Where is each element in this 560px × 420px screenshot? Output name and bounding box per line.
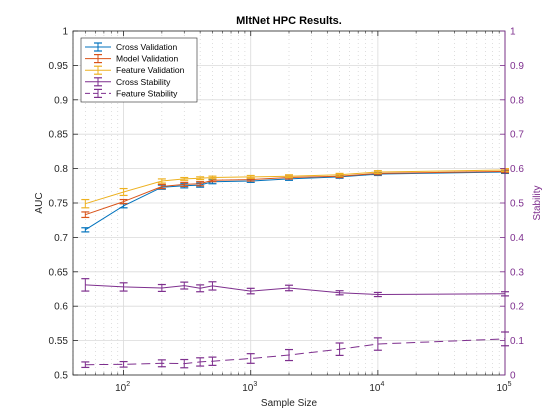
y-left-tick-label: 0.65 xyxy=(49,267,69,278)
y-right-tick-label: 0 xyxy=(510,371,516,382)
error-bar xyxy=(81,227,90,233)
error-bar xyxy=(246,353,255,364)
legend-label: Feature Stability xyxy=(116,88,178,98)
y-right-tick-label: 0.9 xyxy=(510,61,524,72)
error-bar xyxy=(157,183,166,190)
y-left-tick-label: 0.95 xyxy=(49,61,69,72)
error-bar xyxy=(335,342,344,356)
legend-label: Feature Validation xyxy=(116,65,185,75)
error-bar xyxy=(81,278,90,292)
error-bar xyxy=(81,211,90,219)
error-bar xyxy=(81,361,90,369)
legend-item: Feature Validation xyxy=(85,65,185,75)
error-bar xyxy=(373,337,382,351)
y-right-tick-label: 0.4 xyxy=(510,233,524,244)
legend-label: Cross Stability xyxy=(116,77,171,87)
legend-item: Cross Validation xyxy=(85,42,178,52)
y-left-tick-label: 0.85 xyxy=(49,130,69,141)
error-bar xyxy=(119,360,128,368)
y-left-tick-label: 0.75 xyxy=(49,199,69,210)
x-tick-exponent: 3 xyxy=(253,381,257,388)
error-bar xyxy=(196,357,205,367)
legend-item: Model Validation xyxy=(85,54,178,64)
error-bar xyxy=(119,282,128,292)
error-bar xyxy=(180,176,189,181)
y-axis-label-left: AUC xyxy=(34,192,45,213)
y-right-tick-label: 0.7 xyxy=(510,130,524,141)
error-bar xyxy=(180,181,189,188)
x-tick-base: 10 xyxy=(369,383,381,394)
y-left-tick-label: 0.9 xyxy=(54,95,68,106)
y-left-tick-label: 0.55 xyxy=(49,336,69,347)
axis-layer: 102 103 104 1050.50.550.60.650.70.750.80.85… xyxy=(49,27,525,395)
error-bar xyxy=(373,291,382,298)
y-left-tick-label: 0.5 xyxy=(54,371,68,382)
error-bar xyxy=(157,359,166,368)
x-tick-exponent: 5 xyxy=(508,381,512,388)
y-left-tick-label: 0.6 xyxy=(54,302,68,313)
error-bar xyxy=(196,176,205,181)
error-bar xyxy=(196,181,205,187)
y-right-tick-label: 0.3 xyxy=(510,267,524,278)
error-bar xyxy=(157,178,166,184)
error-bar xyxy=(246,174,255,179)
legend-item: Cross Stability xyxy=(85,77,171,87)
legend-label: Model Validation xyxy=(116,54,178,64)
y-right-tick-label: 1 xyxy=(510,27,516,38)
y-left-tick-label: 0.7 xyxy=(54,233,68,244)
x-tick-base: 10 xyxy=(242,383,254,394)
x-tick-exponent: 2 xyxy=(126,381,130,388)
error-bar xyxy=(208,356,217,366)
error-bar xyxy=(285,284,293,292)
error-bar xyxy=(157,283,166,293)
legend-item: Feature Stability xyxy=(85,88,178,98)
series-layer xyxy=(81,168,509,369)
error-bar xyxy=(119,187,128,197)
x-tick-label: 104 xyxy=(369,381,384,394)
error-bar xyxy=(335,290,344,296)
y-left-tick-label: 0.8 xyxy=(54,164,68,175)
error-bar xyxy=(285,174,293,179)
x-tick-label: 105 xyxy=(496,381,511,394)
error-bar xyxy=(208,281,217,291)
y-right-tick-label: 0.5 xyxy=(510,199,524,210)
error-bar xyxy=(81,198,90,209)
y-axis-label-right: Stability xyxy=(532,185,543,220)
y-left-tick-label: 1 xyxy=(62,27,68,38)
error-bar xyxy=(285,348,293,362)
error-bar xyxy=(180,281,189,290)
chart-title: MltNet HPC Results. xyxy=(236,15,342,27)
x-tick-base: 10 xyxy=(115,383,127,394)
error-bar xyxy=(335,172,344,177)
error-bar xyxy=(373,170,382,175)
x-tick-label: 103 xyxy=(242,381,257,394)
error-bar xyxy=(180,358,189,369)
error-bar xyxy=(196,284,205,293)
y-right-tick-label: 0.6 xyxy=(510,164,524,175)
x-axis-label: Sample Size xyxy=(261,398,318,409)
error-bar xyxy=(246,287,255,295)
x-tick-base: 10 xyxy=(496,383,508,394)
x-tick-exponent: 4 xyxy=(380,381,384,388)
legend-label: Cross Validation xyxy=(116,42,178,52)
y-right-tick-label: 0.1 xyxy=(510,336,524,347)
x-tick-label: 102 xyxy=(115,381,130,394)
y-right-tick-label: 0.8 xyxy=(510,95,524,106)
error-bar xyxy=(208,175,217,180)
y-right-tick-label: 0.2 xyxy=(510,302,524,313)
error-bar xyxy=(119,198,128,205)
